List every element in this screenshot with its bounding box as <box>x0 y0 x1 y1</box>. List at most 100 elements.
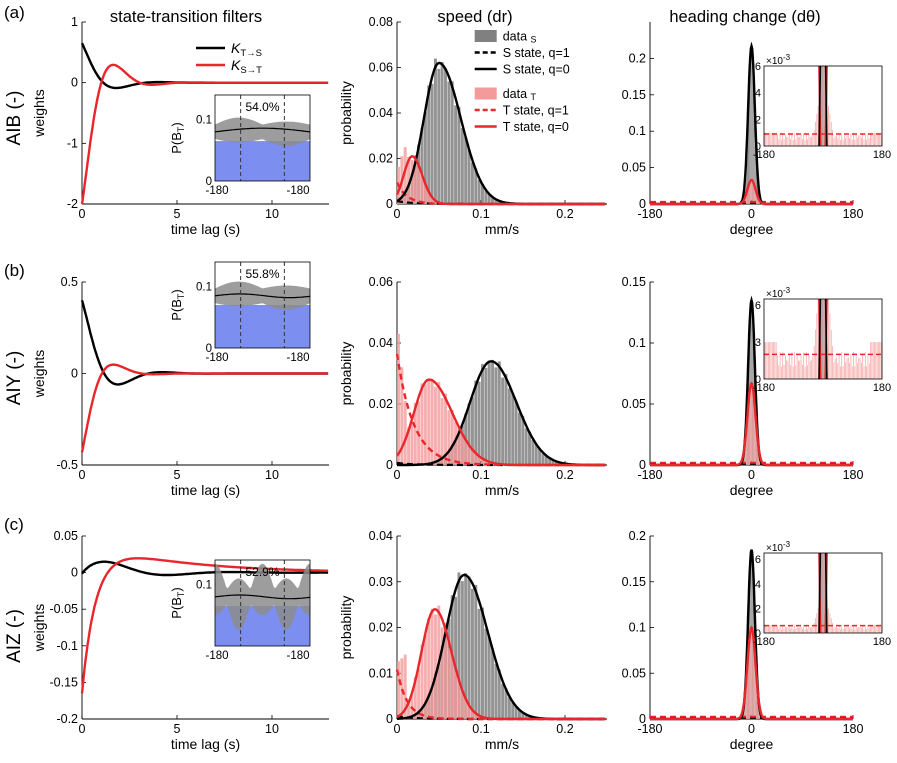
bar-data-t <box>413 155 417 204</box>
inset-bar-t <box>843 353 845 379</box>
bar-data-t <box>413 402 417 465</box>
bar-data-t <box>430 608 434 719</box>
bar-data-t <box>420 644 424 719</box>
inset-bar-t <box>788 355 790 379</box>
bar-data-t <box>423 184 427 204</box>
inset-bar-t <box>778 365 780 379</box>
inset-bar-t <box>807 139 808 146</box>
bar-data-s <box>507 697 511 719</box>
inset-bar-t <box>798 137 799 146</box>
bar-data-t <box>752 181 754 204</box>
bar-data-s <box>749 64 751 204</box>
inset-bar-t <box>836 357 837 379</box>
bar-data-t <box>420 383 424 465</box>
bar-data-s <box>548 458 552 465</box>
inset-bar-t <box>829 114 831 146</box>
bar-data-s <box>470 397 474 465</box>
legend-label: S state, q=1 <box>503 46 570 60</box>
inset-bar-t <box>853 624 854 633</box>
panel-label-b: (b) <box>4 261 25 280</box>
y-tick-label: -0.2 <box>56 712 78 726</box>
heading-inset: 0 2 4 6 -180 180 ×10-3 <box>753 540 891 648</box>
inset-y-axis-label: P(BT) <box>169 122 186 154</box>
inset-bar-t <box>867 625 869 633</box>
x-tick-label: 0 <box>79 468 86 482</box>
bar-data-t <box>444 393 447 465</box>
inset-bar-t <box>858 626 860 633</box>
inset-bar-t <box>871 624 873 633</box>
x-tick-label: -180 <box>637 207 662 221</box>
inset-bar-t <box>784 626 786 633</box>
bar-data-s <box>474 584 478 719</box>
inset-bar-t <box>795 365 797 379</box>
bar-data-t <box>433 386 437 465</box>
inset-bar-t <box>799 627 801 633</box>
inset-y-tick-label: 0 <box>206 343 212 355</box>
inset-bar-t <box>862 133 864 146</box>
bar-data-t <box>477 457 481 465</box>
bar-data-s <box>517 710 521 719</box>
inset-bar-t <box>829 613 831 633</box>
bar-data-t <box>474 452 478 465</box>
x-tick-label: 0 <box>394 468 401 482</box>
bar-data-t <box>397 661 400 719</box>
inset-bar-t <box>779 624 781 633</box>
x-tick-label: 0.1 <box>472 468 489 482</box>
inset-frame <box>214 261 311 349</box>
bar-data-s <box>457 106 461 204</box>
y-tick-label: 0.05 <box>622 161 646 175</box>
y-tick-label: -1 <box>67 136 78 150</box>
bar-data-t <box>749 181 751 204</box>
y-tick-label: -2 <box>67 197 78 211</box>
x-tick-label: 180 <box>843 207 864 221</box>
inset-line <box>214 594 311 600</box>
bar-data-s <box>491 359 495 465</box>
bar-data-s <box>514 706 518 719</box>
legend-label: T state, q=1 <box>503 104 569 118</box>
inset-x-tick-label: -180 <box>286 650 309 662</box>
inset-bar-t <box>787 137 789 146</box>
inset-exponent: ×10-3 <box>766 53 791 67</box>
inset-y-tick-label: 4 <box>755 88 761 100</box>
bar-data-s <box>524 428 528 465</box>
legend-patch <box>474 30 497 42</box>
inset-bar-t <box>851 139 853 146</box>
inset-bar-t <box>809 137 811 146</box>
y-tick-label: 0.02 <box>369 621 393 635</box>
inset-y-tick-label: 6 <box>755 554 761 566</box>
inset-bar-t <box>821 299 823 379</box>
inset-bar-t <box>773 624 774 633</box>
inset-bar-t <box>837 138 839 146</box>
x-axis-label: mm/s <box>485 221 519 237</box>
inset-bar-t <box>858 135 860 146</box>
inset-bar-t <box>804 366 806 379</box>
bar-data-s <box>477 381 481 465</box>
inset-bar-t <box>782 352 784 379</box>
inset-bar-t <box>802 139 803 146</box>
inset-bar-t <box>868 363 870 379</box>
bar-data-t <box>403 147 407 204</box>
bar-data-s <box>450 81 454 204</box>
inset-bar-t <box>833 362 835 379</box>
inset-bar-t <box>843 625 845 633</box>
inset-bar-t <box>786 136 787 146</box>
bar-data-s <box>430 83 434 204</box>
x-tick-label: 0.1 <box>472 207 489 221</box>
bar-data-t <box>457 427 461 465</box>
inset-panel-1: 55.8% 0 0.1 -180 -180 P(BT) <box>169 261 311 364</box>
inset-bar-t <box>767 624 769 633</box>
inset-bar-t <box>833 137 835 146</box>
inset-bar-t <box>870 624 871 633</box>
inset-bar-s <box>823 299 825 379</box>
inset-bar-t <box>786 360 787 379</box>
inset-bar-t <box>841 132 843 146</box>
bar-data-t <box>427 379 431 465</box>
bar-data-s <box>464 136 468 204</box>
bar-data-t <box>464 699 468 719</box>
x-tick-label: 0 <box>79 207 86 221</box>
inset-bar-t <box>811 359 812 379</box>
y-tick-label: 0.05 <box>622 397 646 411</box>
inset-x-tick-label: -180 <box>753 636 775 648</box>
inset-bar-t <box>834 136 836 146</box>
